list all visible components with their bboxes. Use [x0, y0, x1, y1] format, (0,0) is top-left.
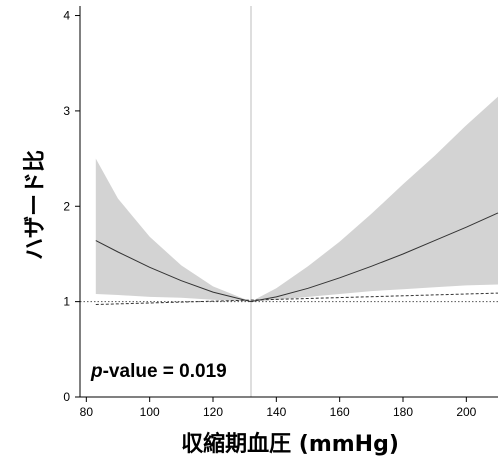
hazard-ratio-curve — [95, 212, 499, 303]
x-tick-label: 80 — [80, 405, 94, 419]
x-tick-label: 100 — [140, 405, 160, 419]
reference-lines-layer — [80, 6, 498, 397]
x-tick-label: 160 — [330, 405, 350, 419]
estimate-lines-layer — [95, 212, 499, 305]
confidence-band-layer — [95, 96, 499, 302]
y-tick-label: 4 — [63, 9, 70, 23]
y-axis-title: ハザード比 — [23, 150, 48, 260]
y-tick-label: 1 — [63, 295, 70, 309]
confidence-band — [95, 96, 499, 302]
y-tick-label: 3 — [63, 104, 70, 118]
x-tick-label: 180 — [393, 405, 413, 419]
y-tick-label: 2 — [63, 199, 70, 213]
dashed-trend-line — [95, 292, 499, 305]
p-value-prefix: p — [90, 361, 103, 382]
x-axis-title: 収縮期血圧 (mmHg) — [181, 431, 399, 457]
p-value-annotation: p-value = 0.019 — [90, 361, 227, 382]
p-value-text: -value = 0.019 — [103, 361, 227, 382]
x-tick-label: 120 — [203, 405, 223, 419]
x-tick-label: 140 — [266, 405, 286, 419]
x-tick-label: 200 — [456, 405, 476, 419]
ticks-layer: 80 100 120 140 160 180 200 0 1 2 3 4 — [63, 9, 476, 419]
y-tick-label: 0 — [63, 390, 70, 404]
